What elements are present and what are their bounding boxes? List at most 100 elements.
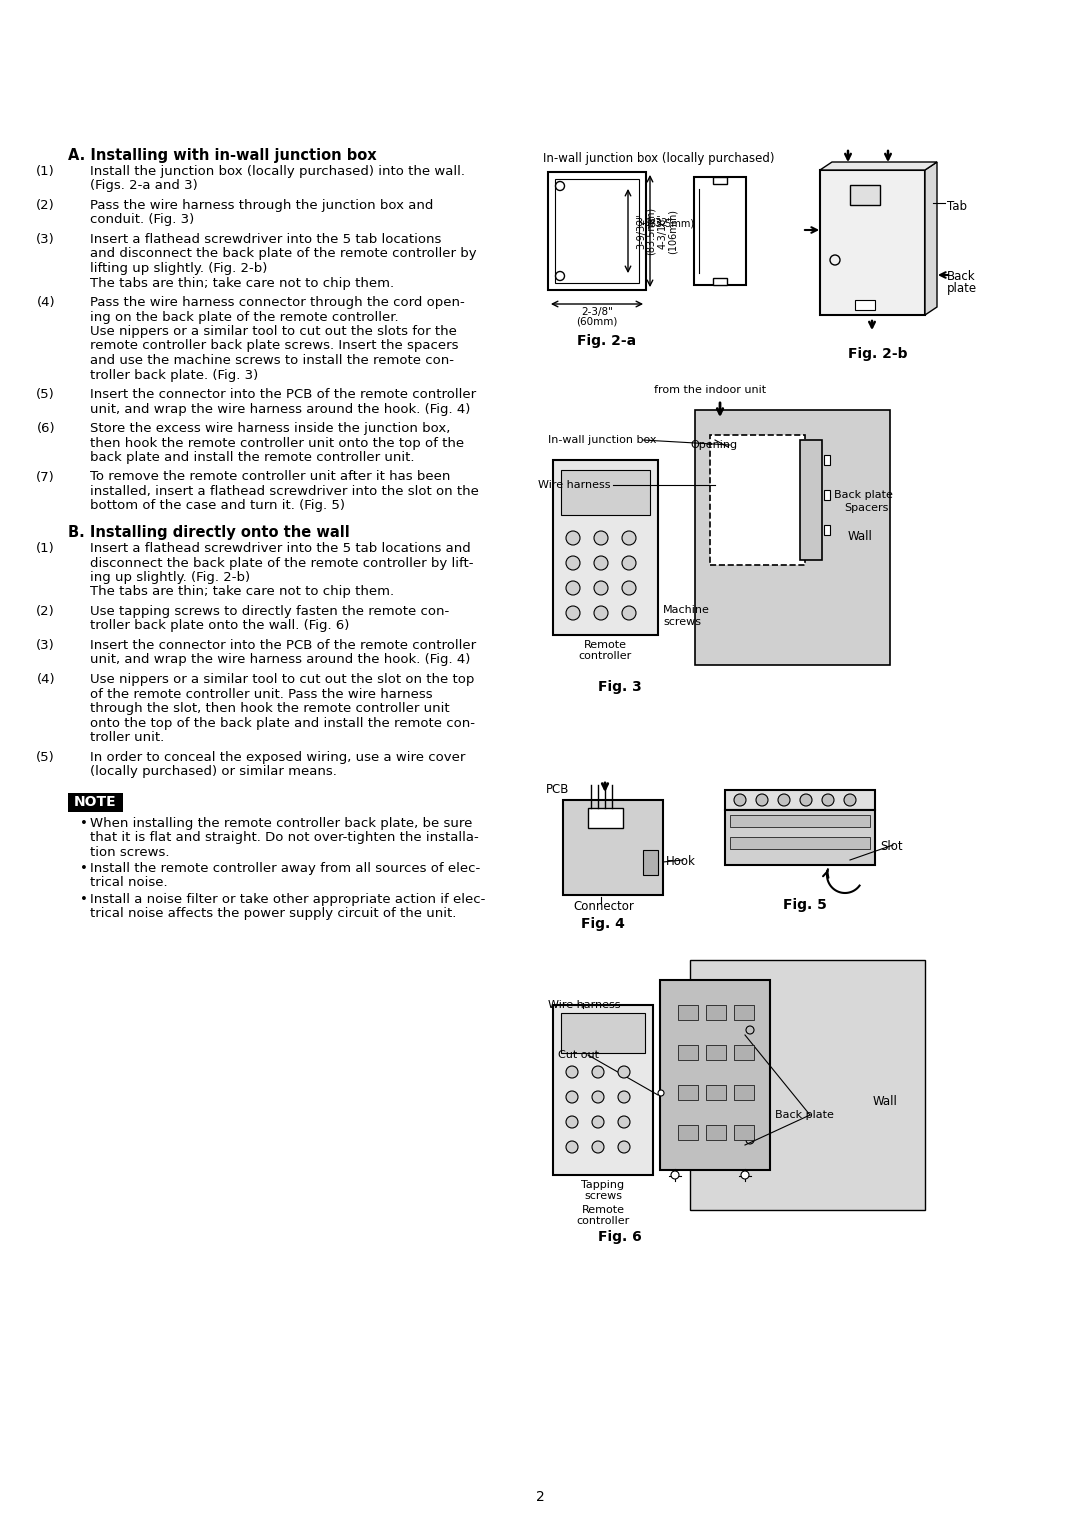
Polygon shape <box>690 960 924 1210</box>
Text: onto the top of the back plate and install the remote con-: onto the top of the back plate and insta… <box>90 717 475 729</box>
Text: Remote: Remote <box>583 640 626 649</box>
Text: (83.5mm): (83.5mm) <box>646 206 656 255</box>
Text: troller back plate. (Fig. 3): troller back plate. (Fig. 3) <box>90 368 258 382</box>
Text: (3): (3) <box>37 639 55 652</box>
Circle shape <box>622 556 636 570</box>
Text: Remote: Remote <box>581 1206 624 1215</box>
Text: (60mm): (60mm) <box>577 316 618 327</box>
Text: Insert the connector into the PCB of the remote controller: Insert the connector into the PCB of the… <box>90 639 476 652</box>
Circle shape <box>566 556 580 570</box>
Text: In-wall junction box (locally purchased): In-wall junction box (locally purchased) <box>543 151 774 165</box>
Text: (5): (5) <box>37 388 55 400</box>
Text: troller unit.: troller unit. <box>90 730 164 744</box>
Text: then hook the remote controller unit onto the top of the: then hook the remote controller unit ont… <box>90 437 464 449</box>
Text: Install a noise filter or take other appropriate action if elec-: Install a noise filter or take other app… <box>90 892 485 906</box>
Bar <box>706 1005 726 1021</box>
Bar <box>734 1125 754 1140</box>
Text: (83.5mm): (83.5mm) <box>646 219 694 228</box>
Text: (1): (1) <box>37 542 55 555</box>
Text: Insert the connector into the PCB of the remote controller: Insert the connector into the PCB of the… <box>90 388 476 400</box>
Circle shape <box>566 532 580 545</box>
Circle shape <box>622 581 636 594</box>
Text: Use nippers or a similar tool to cut out the slot on the top: Use nippers or a similar tool to cut out… <box>90 672 474 686</box>
Bar <box>553 1005 653 1175</box>
Text: ing up slightly. (Fig. 2-b): ing up slightly. (Fig. 2-b) <box>90 571 251 584</box>
Bar <box>660 979 770 1170</box>
Polygon shape <box>924 162 937 315</box>
Bar <box>678 1005 698 1021</box>
Text: (Figs. 2-a and 3): (Figs. 2-a and 3) <box>90 179 198 193</box>
Bar <box>725 790 875 810</box>
Text: Insert a flathead screwdriver into the 5 tab locations and: Insert a flathead screwdriver into the 5… <box>90 542 471 555</box>
Text: Install the junction box (locally purchased) into the wall.: Install the junction box (locally purcha… <box>90 165 465 177</box>
Circle shape <box>618 1115 630 1128</box>
Text: trical noise.: trical noise. <box>90 877 167 889</box>
Bar <box>713 177 727 183</box>
Bar <box>563 801 663 895</box>
Text: Insert a flathead screwdriver into the 5 tab locations: Insert a flathead screwdriver into the 5… <box>90 232 442 246</box>
Text: 3-9/32": 3-9/32" <box>636 219 672 228</box>
Text: Fig. 2-b: Fig. 2-b <box>848 347 908 361</box>
Bar <box>706 1045 726 1060</box>
Circle shape <box>843 795 856 805</box>
Bar <box>734 1085 754 1100</box>
Bar <box>710 435 805 565</box>
Bar <box>555 179 639 283</box>
Circle shape <box>622 607 636 620</box>
Text: Use tapping screws to directly fasten the remote con-: Use tapping screws to directly fasten th… <box>90 605 449 617</box>
Text: (4): (4) <box>37 296 55 309</box>
Circle shape <box>566 607 580 620</box>
Text: Spacers: Spacers <box>843 503 889 513</box>
Bar <box>68 793 123 811</box>
Circle shape <box>618 1141 630 1154</box>
Text: NOTE: NOTE <box>75 795 117 808</box>
Bar <box>553 460 658 636</box>
Bar <box>678 1045 698 1060</box>
Text: Tapping: Tapping <box>581 1180 624 1190</box>
Text: disconnect the back plate of the remote controller by lift-: disconnect the back plate of the remote … <box>90 556 473 570</box>
Bar <box>824 490 831 500</box>
Circle shape <box>658 1089 664 1096</box>
Bar <box>824 455 831 465</box>
Text: Fig. 4: Fig. 4 <box>581 917 625 931</box>
Text: B. Installing directly onto the wall: B. Installing directly onto the wall <box>68 526 350 539</box>
Text: controller: controller <box>577 1216 630 1225</box>
Bar <box>713 278 727 286</box>
Text: Pass the wire harness through the junction box and: Pass the wire harness through the juncti… <box>90 199 433 212</box>
Circle shape <box>592 1115 604 1128</box>
Circle shape <box>741 1170 750 1180</box>
Circle shape <box>618 1067 630 1077</box>
Bar <box>725 810 875 865</box>
Circle shape <box>592 1067 604 1077</box>
Text: controller: controller <box>579 651 632 662</box>
Circle shape <box>594 556 608 570</box>
Text: •: • <box>80 862 87 876</box>
Text: Use nippers or a similar tool to cut out the slots for the: Use nippers or a similar tool to cut out… <box>90 325 457 338</box>
Text: through the slot, then hook the remote controller unit: through the slot, then hook the remote c… <box>90 701 449 715</box>
Circle shape <box>622 532 636 545</box>
Bar <box>706 1125 726 1140</box>
Circle shape <box>800 795 812 805</box>
Circle shape <box>671 1170 679 1180</box>
Text: lifting up slightly. (Fig. 2-b): lifting up slightly. (Fig. 2-b) <box>90 261 268 275</box>
Circle shape <box>618 1091 630 1103</box>
Text: (1): (1) <box>37 165 55 177</box>
Text: Fig. 6: Fig. 6 <box>598 1230 642 1244</box>
Text: Hook: Hook <box>666 856 696 868</box>
Bar <box>678 1125 698 1140</box>
Text: Install the remote controller away from all sources of elec-: Install the remote controller away from … <box>90 862 481 876</box>
Circle shape <box>756 795 768 805</box>
Text: Slot: Slot <box>880 840 903 853</box>
Text: (3): (3) <box>37 232 55 246</box>
Bar <box>734 1005 754 1021</box>
Polygon shape <box>696 410 890 665</box>
Text: Wire harness: Wire harness <box>538 480 610 490</box>
Polygon shape <box>820 162 937 170</box>
Text: •: • <box>80 892 87 906</box>
Text: A. Installing with in-wall junction box: A. Installing with in-wall junction box <box>68 148 377 163</box>
Text: The tabs are thin; take care not to chip them.: The tabs are thin; take care not to chip… <box>90 277 394 289</box>
Text: plate: plate <box>947 283 977 295</box>
Text: (6): (6) <box>37 422 55 435</box>
Text: Fig. 5: Fig. 5 <box>783 898 827 912</box>
Text: Back plate: Back plate <box>775 1109 834 1120</box>
